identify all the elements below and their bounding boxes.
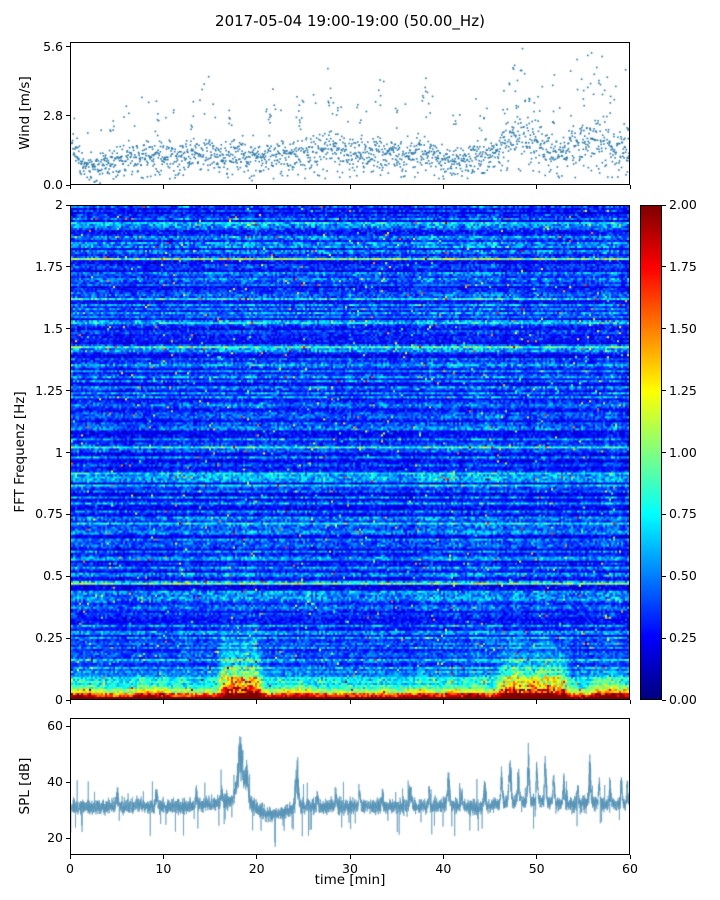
spl-y-axis-label: SPL [dB] xyxy=(17,757,33,815)
tick-mark xyxy=(162,185,164,189)
tick-label: 1.00 xyxy=(669,444,697,460)
tick-mark xyxy=(66,390,70,392)
tick-mark xyxy=(629,700,631,704)
tick-label: 60 xyxy=(47,718,63,734)
tick-label: 0.00 xyxy=(669,691,697,707)
tick-mark xyxy=(442,700,444,704)
tick-mark xyxy=(536,185,538,189)
tick-mark xyxy=(66,575,70,577)
tick-mark xyxy=(69,700,71,704)
tick-mark xyxy=(349,855,351,859)
tick-label: 1.25 xyxy=(669,382,697,398)
tick-mark xyxy=(662,204,666,206)
wind-y-axis-label: Wind [m/s] xyxy=(17,76,33,150)
tick-label: 0.50 xyxy=(669,568,697,583)
spectrogram-canvas xyxy=(71,206,629,699)
tick-label: 50 xyxy=(528,861,545,876)
colorbar-canvas xyxy=(641,206,661,699)
tick-mark xyxy=(69,185,71,189)
tick-label: 20 xyxy=(47,829,63,845)
tick-label: 1.5 xyxy=(43,320,63,336)
tick-label: 20 xyxy=(248,861,265,876)
tick-mark xyxy=(66,452,70,453)
tick-label: 0 xyxy=(66,861,74,876)
tick-mark xyxy=(162,855,164,859)
tick-mark xyxy=(256,185,258,189)
fft-y-axis-label: FFT Frequenz [Hz] xyxy=(12,391,28,513)
tick-mark xyxy=(536,855,538,859)
tick-mark xyxy=(662,637,666,639)
tick-label: 1.50 xyxy=(669,320,697,336)
tick-mark xyxy=(442,185,444,189)
tick-mark xyxy=(66,699,70,701)
tick-mark xyxy=(442,855,444,859)
tick-mark xyxy=(66,837,70,839)
tick-label: 0.5 xyxy=(43,568,63,583)
tick-label: 1.75 xyxy=(669,258,697,274)
wind-plot-area xyxy=(70,42,630,185)
tick-label: 30 xyxy=(342,861,358,876)
tick-label: 1.25 xyxy=(35,382,63,398)
tick-mark xyxy=(256,855,258,859)
tick-label: 0.0 xyxy=(43,176,63,192)
tick-label: 0.25 xyxy=(35,629,63,645)
tick-label: 0.75 xyxy=(35,506,63,522)
tick-mark xyxy=(162,700,164,704)
tick-mark xyxy=(662,328,666,330)
tick-label: 10 xyxy=(155,861,172,876)
tick-mark xyxy=(66,266,70,268)
tick-mark xyxy=(662,390,666,392)
tick-label: 40 xyxy=(435,861,452,876)
tick-mark xyxy=(66,115,70,117)
tick-mark xyxy=(629,185,631,189)
tick-mark xyxy=(66,328,70,330)
tick-label: 60 xyxy=(622,861,638,876)
tick-mark xyxy=(66,46,70,48)
tick-mark xyxy=(66,184,70,186)
tick-mark xyxy=(256,700,258,704)
tick-mark xyxy=(662,575,666,577)
tick-mark xyxy=(349,185,351,189)
wind-scatter-canvas xyxy=(71,43,629,184)
tick-mark xyxy=(66,637,70,639)
tick-mark xyxy=(662,266,666,268)
tick-mark xyxy=(66,781,70,783)
tick-label: 40 xyxy=(47,774,63,790)
spectrogram-plot-area xyxy=(70,205,630,700)
colorbar xyxy=(640,205,662,700)
tick-label: 5.6 xyxy=(43,38,63,54)
tick-mark xyxy=(69,855,71,859)
tick-mark xyxy=(662,452,666,453)
tick-mark xyxy=(66,725,70,727)
tick-mark xyxy=(662,699,666,701)
figure-title: 2017-05-04 19:00-19:00 (50.00_Hz) xyxy=(215,12,485,30)
tick-mark xyxy=(536,700,538,704)
tick-mark xyxy=(662,513,666,515)
tick-mark xyxy=(349,700,351,704)
tick-mark xyxy=(66,513,70,515)
tick-label: 2.8 xyxy=(43,107,63,123)
tick-label: 0.75 xyxy=(669,506,697,522)
tick-mark xyxy=(66,204,70,206)
tick-label: 2.00 xyxy=(669,196,697,212)
tick-label: 1.75 xyxy=(35,258,63,274)
tick-mark xyxy=(629,855,631,859)
x-axis-label: time [min] xyxy=(314,872,386,888)
tick-label: 2 xyxy=(55,196,63,212)
spl-line-canvas xyxy=(71,719,629,854)
tick-label: 1 xyxy=(55,444,63,460)
tick-label: 0 xyxy=(55,691,63,707)
tick-label: 0.25 xyxy=(669,629,697,645)
spl-plot-area xyxy=(70,718,630,855)
